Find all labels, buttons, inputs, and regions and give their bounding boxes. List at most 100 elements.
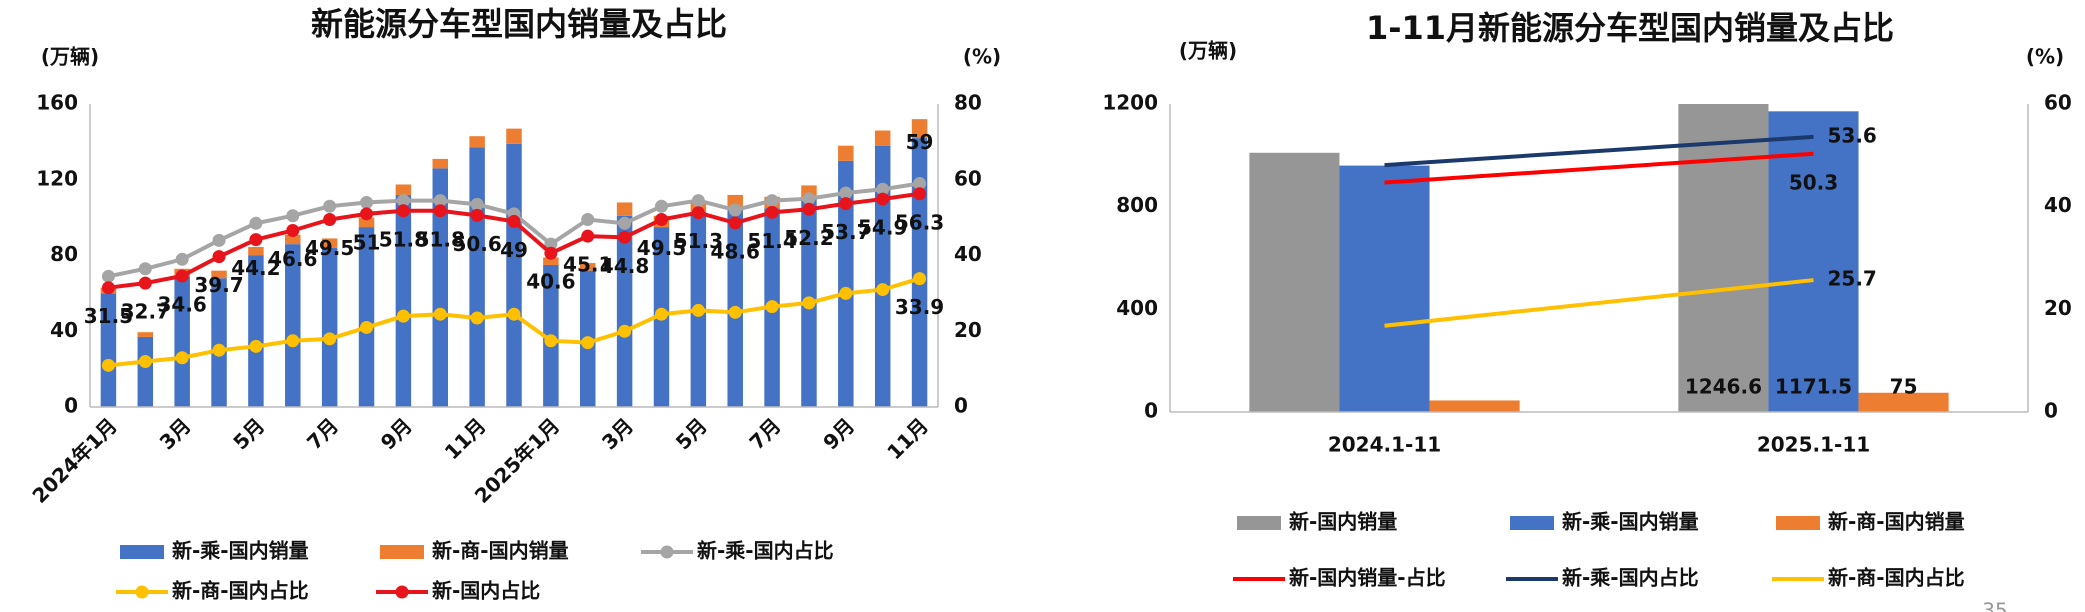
point xyxy=(396,194,410,208)
data-label: 50.3 xyxy=(1789,170,1838,194)
legend-swatch xyxy=(1510,516,1554,530)
point xyxy=(433,194,447,208)
point xyxy=(654,307,668,321)
bar xyxy=(358,217,375,228)
line xyxy=(1384,278,1814,328)
x-tick-label: 9月 xyxy=(376,413,417,454)
bar xyxy=(211,278,227,407)
plot-area xyxy=(1249,104,1949,412)
point xyxy=(913,177,927,191)
point xyxy=(101,281,115,295)
data-label: 1171.5 xyxy=(1775,375,1852,399)
bar xyxy=(1858,392,1949,412)
point xyxy=(360,195,374,209)
point xyxy=(138,355,152,369)
y-tick-label: 120 xyxy=(36,166,78,190)
point xyxy=(691,303,705,317)
bar xyxy=(838,160,854,407)
bar xyxy=(616,215,633,407)
point xyxy=(618,230,632,244)
point xyxy=(138,262,152,276)
y-tick-label: 80 xyxy=(50,242,78,266)
point xyxy=(691,194,705,208)
data-label: 51.8 xyxy=(416,227,465,251)
bar xyxy=(285,244,301,407)
data-label: 44.8 xyxy=(600,254,649,278)
point xyxy=(618,324,632,338)
legend-label: 新-商-国内占比 xyxy=(1828,566,1965,590)
point xyxy=(728,203,742,217)
point xyxy=(433,307,447,321)
point xyxy=(470,208,484,222)
y2-tick-label: 0 xyxy=(2044,399,2058,423)
point xyxy=(360,207,374,221)
bar xyxy=(174,276,190,407)
y2-tick-label: 80 xyxy=(954,91,982,115)
x-tick-label: 7月 xyxy=(302,413,343,454)
y2-tick-label: 0 xyxy=(954,394,968,418)
y-tick-label: 0 xyxy=(64,394,78,418)
page-number: 35 xyxy=(1982,599,2007,612)
data-label: 49.5 xyxy=(637,236,686,260)
legend-label: 新-国内占比 xyxy=(432,579,540,603)
legend-label: 新-乘-国内销量 xyxy=(172,539,309,563)
point xyxy=(138,276,152,290)
x-tick-label: 11月 xyxy=(440,413,491,464)
point xyxy=(654,199,668,213)
x-tick-label: 2025.1-11 xyxy=(1757,433,1870,457)
point xyxy=(286,209,300,223)
point xyxy=(544,237,558,251)
point xyxy=(101,358,115,372)
data-label: 54.9 xyxy=(858,216,907,240)
data-label: 50.6 xyxy=(452,232,501,256)
point xyxy=(101,269,115,283)
bar xyxy=(543,257,559,265)
y-tick-label: 40 xyxy=(50,318,78,342)
point xyxy=(249,216,263,230)
point xyxy=(765,205,779,219)
data-label: 44.2 xyxy=(231,256,280,280)
point xyxy=(286,334,300,348)
bar xyxy=(1249,152,1340,412)
legend-label: 新-商-国内销量 xyxy=(432,539,569,563)
point xyxy=(175,252,189,266)
y2-tick-label: 20 xyxy=(954,318,982,342)
bar xyxy=(1429,400,1520,412)
y-tick-label: 1200 xyxy=(1102,91,1158,115)
legend-label: 新-乘-国内销量 xyxy=(1562,510,1699,534)
bar xyxy=(1768,111,1859,412)
legend-swatch xyxy=(1237,516,1281,530)
y2-tick-label: 60 xyxy=(954,166,982,190)
legend-swatch xyxy=(120,545,164,559)
data-label: 49 xyxy=(500,238,528,262)
y2-tick-label: 40 xyxy=(2044,193,2072,217)
bar xyxy=(1339,165,1430,412)
data-label: 59 xyxy=(906,130,934,154)
data-label: 51 xyxy=(353,230,381,254)
point xyxy=(396,309,410,323)
point xyxy=(433,204,447,218)
bar xyxy=(395,194,412,407)
bar xyxy=(469,147,485,407)
bar xyxy=(321,247,338,407)
chart-title: 1-11月新能源分车型国内销量及占比 xyxy=(1366,9,1894,47)
bar xyxy=(211,270,227,279)
point xyxy=(323,332,337,346)
point xyxy=(802,296,816,310)
point xyxy=(212,250,226,264)
point xyxy=(802,192,816,206)
point xyxy=(396,204,410,218)
point xyxy=(618,216,632,230)
y2-tick-label: 40 xyxy=(954,242,982,266)
y2-tick-label: 60 xyxy=(2044,91,2072,115)
plot-area xyxy=(100,119,928,407)
x-tick-label: 3月 xyxy=(597,413,638,454)
point xyxy=(728,216,742,230)
point xyxy=(507,307,521,321)
x-tick-label: 5月 xyxy=(671,413,712,454)
bar xyxy=(506,128,522,144)
y-tick-label: 0 xyxy=(1144,399,1158,423)
legend-label: 新-乘-国内占比 xyxy=(697,539,834,563)
y-tick-label: 400 xyxy=(1116,296,1158,320)
bar xyxy=(1678,104,1769,412)
